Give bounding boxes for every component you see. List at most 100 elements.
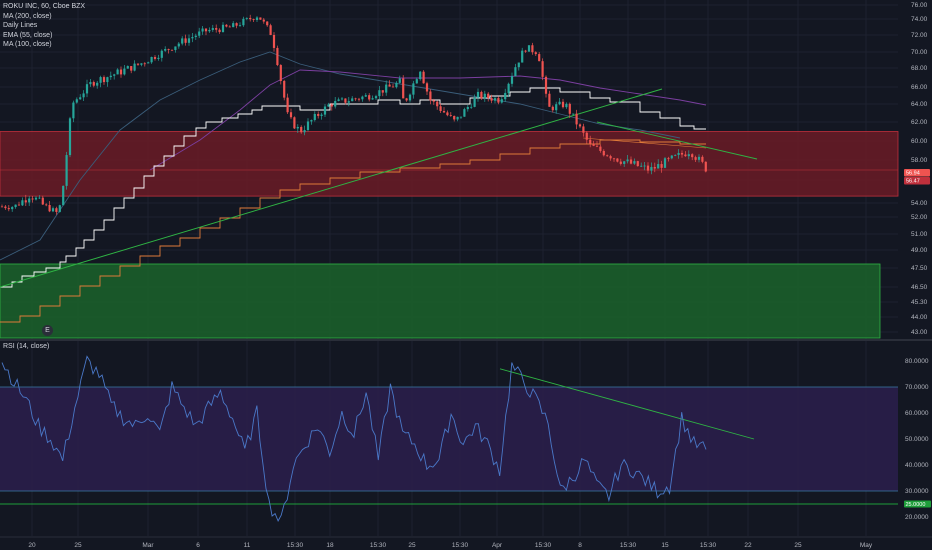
time-tick-label: 15	[661, 542, 669, 549]
price-tick-label: 74.00	[911, 16, 928, 23]
candle-body	[334, 100, 337, 107]
price-tick-label: 49.00	[911, 247, 928, 254]
candle-body	[623, 161, 626, 164]
candle-body	[28, 198, 31, 203]
tradingview-logo-icon[interactable]: E	[42, 325, 53, 336]
candle-body	[364, 95, 367, 97]
candle-body	[181, 38, 184, 44]
candle-body	[136, 63, 140, 65]
candle-body	[34, 197, 38, 200]
candle-body	[0, 206, 4, 208]
candle-body	[524, 50, 527, 52]
candle-body	[259, 17, 262, 20]
candle-body	[619, 161, 622, 164]
candle-body	[408, 94, 412, 101]
candle-body	[102, 77, 106, 83]
candle-body	[221, 24, 225, 33]
legend-rsi[interactable]: RSI (14, close)	[3, 343, 50, 350]
main-legend: ROKU INC, 60, Cboe BZX MA (200, close) D…	[3, 2, 85, 50]
candle-body	[442, 111, 446, 113]
candle-body	[436, 101, 439, 107]
time-tick-label: 15:30	[452, 542, 469, 549]
symbol-title[interactable]: ROKU INC, 60, Cboe BZX	[3, 3, 86, 10]
candle-body	[582, 126, 585, 133]
candle-body	[381, 90, 384, 93]
candle-body	[92, 82, 95, 86]
candle-body	[320, 114, 323, 116]
time-tick-label: 22	[744, 542, 752, 549]
candle-body	[558, 101, 561, 105]
price-tick-label: 60.00	[911, 138, 928, 145]
candle-body	[374, 96, 378, 99]
candle-body	[289, 112, 293, 118]
legend-daily-lines[interactable]: Daily Lines	[3, 22, 38, 29]
candle-body	[68, 118, 72, 156]
candle-body	[453, 115, 456, 120]
candle-body	[133, 63, 136, 71]
candle-body	[21, 200, 24, 206]
price-tick-label: 64.00	[911, 101, 928, 108]
candle-body	[585, 132, 588, 140]
candle-body	[459, 116, 463, 118]
candle-body	[283, 80, 286, 98]
candle-body	[551, 106, 554, 111]
price-tick-label: 51.00	[911, 231, 928, 238]
candle-body	[296, 126, 299, 129]
candle-body	[592, 143, 595, 146]
candle-body	[589, 139, 592, 144]
candle-body	[357, 98, 361, 100]
legend-ma100[interactable]: MA (100, close)	[3, 41, 52, 48]
legend-ema55[interactable]: EMA (55, close)	[3, 31, 53, 39]
rsi-line	[1, 355, 707, 522]
time-tick-label: 25	[408, 542, 416, 549]
candle-body	[153, 57, 157, 59]
candle-body	[470, 106, 473, 108]
candle-body	[130, 66, 133, 71]
candle-body	[415, 79, 418, 84]
ema-tail	[582, 137, 707, 149]
candle-body	[75, 99, 78, 103]
time-tick-label: 18	[326, 542, 334, 549]
rsi-tick-label: 60.0000	[905, 410, 929, 417]
rsi-pane	[0, 355, 898, 522]
candle-body	[51, 208, 55, 212]
candle-body	[170, 49, 174, 51]
candle-body	[646, 165, 650, 171]
candle-body	[96, 82, 99, 86]
candle-body	[99, 77, 102, 83]
rsi-trend-line	[499, 368, 755, 440]
candle-body	[653, 167, 656, 169]
candle-body	[41, 197, 44, 205]
time-tick-label: May	[860, 542, 873, 549]
candle-body	[425, 83, 429, 92]
candle-body	[691, 154, 694, 158]
candle-body	[419, 71, 422, 80]
uptrend-line	[0, 88, 663, 288]
price-tick-label: 43.00	[911, 329, 928, 336]
legend-ma200[interactable]: MA (200, close)	[3, 12, 52, 20]
candle-body	[62, 185, 65, 206]
time-tick-label: 15:30	[700, 542, 717, 549]
candle-body	[412, 83, 415, 95]
candle-body	[198, 31, 201, 36]
candlestick-series	[0, 14, 707, 215]
indicator-lines	[0, 51, 758, 323]
candle-body	[252, 19, 255, 21]
candle-body	[687, 154, 690, 157]
candle-body	[561, 101, 565, 108]
candle-body	[667, 158, 670, 160]
candle-body	[119, 69, 123, 75]
rsi-value-tag-text: 25.0000	[906, 502, 926, 508]
candle-body	[126, 66, 129, 69]
candle-body	[633, 161, 636, 164]
candle-body	[456, 116, 459, 120]
candle-body	[238, 25, 242, 27]
price-tick-label: 68.00	[911, 65, 928, 72]
candle-body	[218, 29, 221, 33]
candle-body	[487, 93, 490, 99]
candle-body	[429, 91, 432, 101]
candle-body	[347, 101, 350, 103]
candle-body	[327, 104, 330, 107]
candle-body	[463, 109, 466, 117]
